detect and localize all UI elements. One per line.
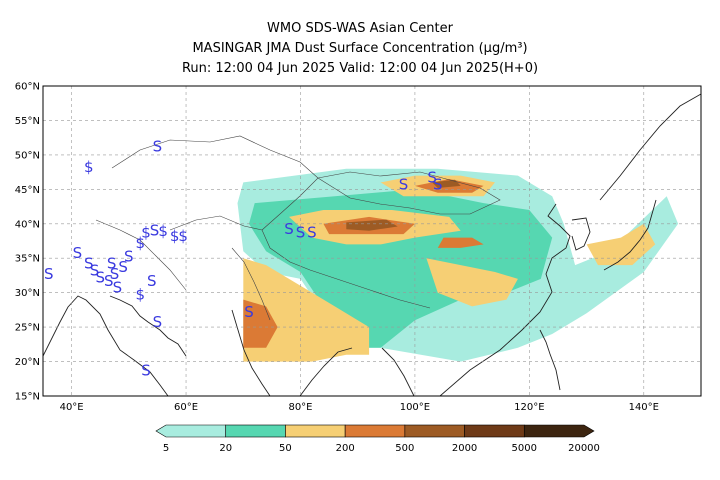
coastline-india-east	[299, 347, 353, 396]
lon-tick-label: 140°E	[629, 402, 659, 413]
colorbar-label: 50	[279, 443, 292, 454]
dust-event-symbol: S	[113, 279, 123, 297]
dust-event-symbol: S	[150, 221, 160, 239]
colorbar-segment	[285, 424, 346, 438]
dust-event-symbol: S	[90, 261, 100, 279]
dust-event-symbol: S	[107, 255, 117, 273]
colorbar-label: 500	[395, 443, 414, 454]
lon-tick-label: 120°E	[514, 402, 544, 413]
dust-region-5	[426, 258, 518, 307]
colorbar-label: 2000	[452, 443, 477, 454]
border-layer	[95, 135, 501, 321]
dust-region-10	[437, 237, 484, 248]
latitude-labels: 60°N 55°N 50°N 45°N 40°N 35°N 30°N 25°N 20°N 15°N	[15, 82, 40, 403]
colorbar-segment	[155, 424, 227, 438]
dust-event-symbol: $	[170, 227, 180, 245]
map-frame	[42, 85, 702, 397]
colorbar-segment	[523, 424, 595, 438]
dust-event-symbol: S	[110, 265, 120, 283]
colorbar-label: 5	[163, 443, 169, 454]
border-china-west	[261, 177, 431, 309]
dust-event-symbol: $	[135, 286, 145, 304]
coastline-china-east	[439, 203, 571, 396]
border-iran	[95, 219, 187, 291]
title-line-3: Run: 12:00 04 Jun 2025 Valid: 12:00 04 J…	[181, 61, 539, 76]
dust-region-6	[586, 223, 656, 266]
title-line-1: WMO SDS-WAS Asian Center	[267, 21, 453, 36]
lat-tick-label: 15°N	[15, 392, 40, 403]
coastline-japan	[603, 199, 657, 271]
dust-event-symbol: S	[433, 175, 443, 193]
colorbar-segment	[344, 424, 406, 438]
coastline-russia-east	[599, 93, 701, 201]
dust-event-symbol: S	[141, 361, 151, 379]
colorbar: 5 20 50 200 500 2000 5000 20000	[155, 424, 600, 454]
colorbar-label: 200	[336, 443, 355, 454]
dust-region-7	[243, 299, 278, 348]
border-kazakhstan-russia	[111, 135, 319, 179]
dust-event-symbol: $	[84, 158, 94, 176]
dust-event-symbol: S	[95, 268, 105, 286]
dust-region-12	[432, 179, 461, 188]
lon-tick-label: 80°E	[288, 402, 312, 413]
border-india-pakistan	[231, 247, 271, 321]
colorbar-segment	[404, 424, 465, 438]
dust-event-symbol: S	[84, 255, 94, 273]
coastline-taiwan-philippines	[539, 329, 561, 391]
dust-event-symbol: S	[118, 258, 128, 276]
dust-event-symbol: S	[244, 303, 254, 321]
lon-tick-label: 60°E	[174, 402, 198, 413]
dust-concentration-layer	[237, 168, 679, 362]
colorbar-label: 5000	[512, 443, 537, 454]
dust-event-symbol: $	[178, 227, 188, 245]
lat-tick-label: 45°N	[15, 185, 40, 196]
lat-tick-label: 25°N	[15, 323, 40, 334]
dust-event-symbol: $	[158, 222, 168, 240]
dust-event-symbol: S	[124, 248, 134, 266]
coastline-layer	[43, 93, 701, 396]
coastline-africa-arabia	[43, 295, 169, 396]
dust-region-11	[346, 219, 398, 231]
dust-event-symbol: S	[427, 168, 437, 186]
lon-tick-label: 40°E	[60, 402, 84, 413]
coastline-southeast-asia	[381, 347, 415, 396]
dust-event-symbol: $	[141, 224, 151, 242]
dust-event-symbol: S	[399, 175, 409, 193]
lat-tick-label: 20°N	[15, 357, 40, 368]
colorbar-segment	[464, 424, 525, 438]
dust-event-symbol: S	[73, 244, 83, 262]
lat-tick-label: 50°N	[15, 150, 40, 161]
dust-event-symbol: S	[104, 272, 114, 290]
dust-event-symbol: S	[153, 313, 163, 331]
colorbar-label: 20	[219, 443, 232, 454]
dust-event-symbol: S	[296, 224, 306, 242]
border-mongolia	[317, 171, 501, 215]
lat-tick-label: 30°N	[15, 288, 40, 299]
title-line-2: MASINGAR JMA Dust Surface Concentration …	[192, 41, 528, 56]
coastline-india	[231, 309, 271, 396]
lon-tick-label: 100°E	[400, 402, 430, 413]
coastline-persian-gulf	[109, 295, 187, 357]
colorbar-label: 20000	[568, 443, 600, 454]
dust-event-symbol: S	[153, 137, 163, 155]
longitude-labels: 40°E 60°E 80°E 100°E 120°E 140°E	[60, 402, 659, 413]
dust-event-symbol: S	[307, 224, 317, 242]
lat-tick-label: 35°N	[15, 254, 40, 265]
dust-event-symbol: $	[135, 234, 145, 252]
dust-event-symbol: S	[147, 272, 157, 290]
coastline-korea	[571, 217, 591, 251]
dust-event-symbol: S	[284, 220, 294, 238]
dust-event-symbol: S	[44, 265, 54, 283]
colorbar-segment	[225, 424, 286, 438]
border-central-asia	[169, 215, 263, 231]
dust-region-2	[243, 258, 370, 362]
lat-tick-label: 40°N	[15, 219, 40, 230]
lat-tick-label: 55°N	[15, 116, 40, 127]
lat-tick-label: 60°N	[15, 82, 40, 93]
